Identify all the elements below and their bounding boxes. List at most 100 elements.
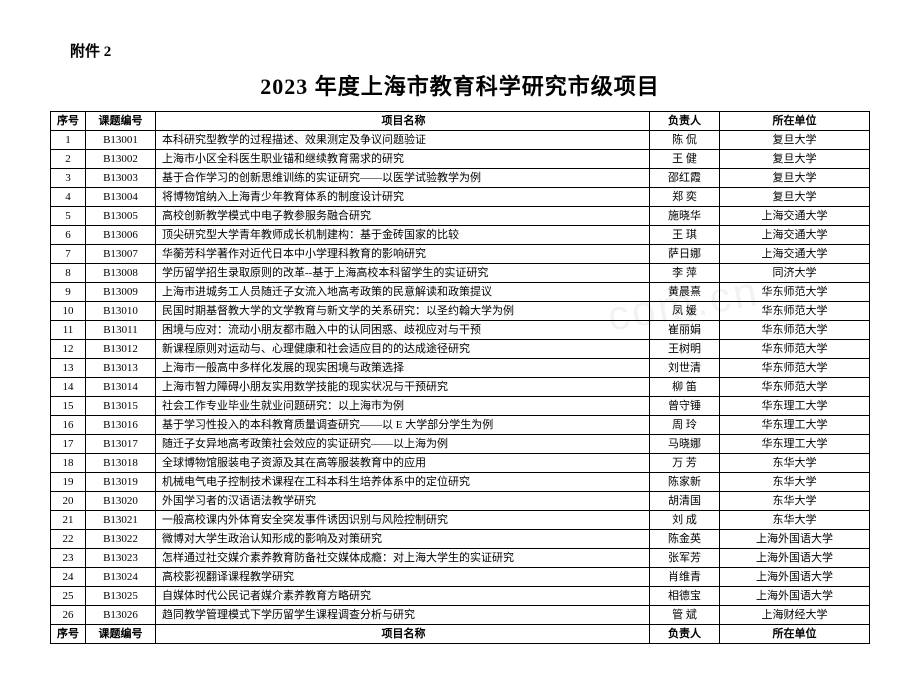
header-code: 课题编号 — [86, 112, 156, 131]
cell-unit: 华东理工大学 — [720, 397, 870, 416]
footer-name: 项目名称 — [156, 625, 650, 644]
cell-seq: 24 — [51, 568, 86, 587]
table-row: 26B13026趋同教学管理模式下学历留学生课程调查分析与研究管 斌上海财经大学 — [51, 606, 870, 625]
cell-seq: 6 — [51, 226, 86, 245]
table-row: 9B13009上海市进城务工人员随迁子女流入地高考政策的民意解读和政策提议黄晨熹… — [51, 283, 870, 302]
cell-name: 一般高校课内外体育安全突发事件诱因识别与风险控制研究 — [156, 511, 650, 530]
cell-seq: 1 — [51, 131, 86, 150]
cell-unit: 东华大学 — [720, 454, 870, 473]
cell-unit: 复旦大学 — [720, 188, 870, 207]
table-row: 2B13002上海市小区全科医生职业锚和继续教育需求的研究王 健复旦大学 — [51, 150, 870, 169]
cell-unit: 上海交通大学 — [720, 207, 870, 226]
cell-code: B13005 — [86, 207, 156, 226]
cell-seq: 12 — [51, 340, 86, 359]
cell-unit: 上海外国语大学 — [720, 587, 870, 606]
footer-seq: 序号 — [51, 625, 86, 644]
table-row: 13B13013上海市一般高中多样化发展的现实困境与政策选择刘世清华东师范大学 — [51, 359, 870, 378]
cell-seq: 21 — [51, 511, 86, 530]
table-row: 19B13019机械电气电子控制技术课程在工科本科生培养体系中的定位研究陈家新东… — [51, 473, 870, 492]
cell-code: B13016 — [86, 416, 156, 435]
cell-code: B13025 — [86, 587, 156, 606]
cell-person: 黄晨熹 — [650, 283, 720, 302]
table-row: 23B13023怎样通过社交媒介素养教育防备社交媒体成瘾：对上海大学生的实证研究… — [51, 549, 870, 568]
table-row: 12B13012新课程原则对运动与、心理健康和社会适应目的的达成途径研究王树明华… — [51, 340, 870, 359]
table-row: 16B13016基于学习性投入的本科教育质量调查研究——以 E 大学部分学生为例… — [51, 416, 870, 435]
table-row: 7B13007华蘅芳科学著作对近代日本中小学理科教育的影响研究萨日娜上海交通大学 — [51, 245, 870, 264]
cell-name: 基于学习性投入的本科教育质量调查研究——以 E 大学部分学生为例 — [156, 416, 650, 435]
cell-code: B13006 — [86, 226, 156, 245]
cell-name: 华蘅芳科学著作对近代日本中小学理科教育的影响研究 — [156, 245, 650, 264]
cell-person: 陈家新 — [650, 473, 720, 492]
cell-seq: 20 — [51, 492, 86, 511]
cell-name: 外国学习者的汉语语法教学研究 — [156, 492, 650, 511]
cell-seq: 22 — [51, 530, 86, 549]
cell-code: B13012 — [86, 340, 156, 359]
cell-seq: 26 — [51, 606, 86, 625]
cell-seq: 14 — [51, 378, 86, 397]
cell-code: B13023 — [86, 549, 156, 568]
attachment-label: 附件 2 — [70, 40, 870, 61]
cell-person: 王 健 — [650, 150, 720, 169]
cell-unit: 复旦大学 — [720, 131, 870, 150]
cell-unit: 东华大学 — [720, 511, 870, 530]
cell-seq: 17 — [51, 435, 86, 454]
cell-unit: 上海交通大学 — [720, 245, 870, 264]
cell-person: 张军芳 — [650, 549, 720, 568]
cell-person: 萨日娜 — [650, 245, 720, 264]
cell-unit: 上海外国语大学 — [720, 568, 870, 587]
cell-person: 崔丽娟 — [650, 321, 720, 340]
header-person: 负责人 — [650, 112, 720, 131]
cell-name: 学历留学招生录取原则的改革--基于上海高校本科留学生的实证研究 — [156, 264, 650, 283]
cell-code: B13007 — [86, 245, 156, 264]
cell-seq: 8 — [51, 264, 86, 283]
table-row: 24B13024高校影视翻译课程教学研究肖维青上海外国语大学 — [51, 568, 870, 587]
cell-name: 上海市一般高中多样化发展的现实困境与政策选择 — [156, 359, 650, 378]
cell-name: 上海市智力障碍小朋友实用数学技能的现实状况与干预研究 — [156, 378, 650, 397]
cell-unit: 同济大学 — [720, 264, 870, 283]
table-row: 14B13014上海市智力障碍小朋友实用数学技能的现实状况与干预研究柳 笛华东师… — [51, 378, 870, 397]
cell-unit: 华东师范大学 — [720, 378, 870, 397]
cell-person: 马晓娜 — [650, 435, 720, 454]
cell-name: 高校创新教学模式中电子教参服务融合研究 — [156, 207, 650, 226]
table-row: 20B13020外国学习者的汉语语法教学研究胡清国东华大学 — [51, 492, 870, 511]
cell-unit: 复旦大学 — [720, 169, 870, 188]
cell-name: 将博物馆纳入上海青少年教育体系的制度设计研究 — [156, 188, 650, 207]
cell-person: 刘 成 — [650, 511, 720, 530]
cell-unit: 上海财经大学 — [720, 606, 870, 625]
cell-seq: 7 — [51, 245, 86, 264]
cell-seq: 11 — [51, 321, 86, 340]
cell-seq: 2 — [51, 150, 86, 169]
cell-name: 自媒体时代公民记者媒介素养教育方略研究 — [156, 587, 650, 606]
table-row: 17B13017随迁子女异地高考政策社会效应的实证研究——以上海为例马晓娜华东理… — [51, 435, 870, 454]
table-row: 21B13021一般高校课内外体育安全突发事件诱因识别与风险控制研究刘 成东华大… — [51, 511, 870, 530]
footer-person: 负责人 — [650, 625, 720, 644]
cell-unit: 华东师范大学 — [720, 283, 870, 302]
cell-seq: 13 — [51, 359, 86, 378]
cell-seq: 18 — [51, 454, 86, 473]
cell-name: 本科研究型教学的过程描述、效果测定及争议问题验证 — [156, 131, 650, 150]
cell-code: B13001 — [86, 131, 156, 150]
cell-person: 邵红霞 — [650, 169, 720, 188]
table-footer-row: 序号 课题编号 项目名称 负责人 所在单位 — [51, 625, 870, 644]
table-row: 1B13001本科研究型教学的过程描述、效果测定及争议问题验证陈 侃复旦大学 — [51, 131, 870, 150]
table-header-row: 序号 课题编号 项目名称 负责人 所在单位 — [51, 112, 870, 131]
cell-name: 新课程原则对运动与、心理健康和社会适应目的的达成途径研究 — [156, 340, 650, 359]
cell-unit: 华东师范大学 — [720, 302, 870, 321]
footer-unit: 所在单位 — [720, 625, 870, 644]
cell-person: 万 芳 — [650, 454, 720, 473]
page-title: 2023 年度上海市教育科学研究市级项目 — [50, 69, 870, 101]
cell-seq: 19 — [51, 473, 86, 492]
cell-code: B13022 — [86, 530, 156, 549]
table-row: 5B13005高校创新教学模式中电子教参服务融合研究施晓华上海交通大学 — [51, 207, 870, 226]
cell-unit: 东华大学 — [720, 492, 870, 511]
cell-person: 周 玲 — [650, 416, 720, 435]
cell-seq: 3 — [51, 169, 86, 188]
cell-person: 郑 奕 — [650, 188, 720, 207]
table-row: 10B13010民国时期基督教大学的文学教育与新文学的关系研究：以圣约翰大学为例… — [51, 302, 870, 321]
cell-code: B13021 — [86, 511, 156, 530]
header-name: 项目名称 — [156, 112, 650, 131]
cell-unit: 上海外国语大学 — [720, 549, 870, 568]
table-row: 3B13003基于合作学习的创新思维训练的实证研究——以医学试验教学为例邵红霞复… — [51, 169, 870, 188]
cell-person: 施晓华 — [650, 207, 720, 226]
cell-unit: 华东师范大学 — [720, 340, 870, 359]
